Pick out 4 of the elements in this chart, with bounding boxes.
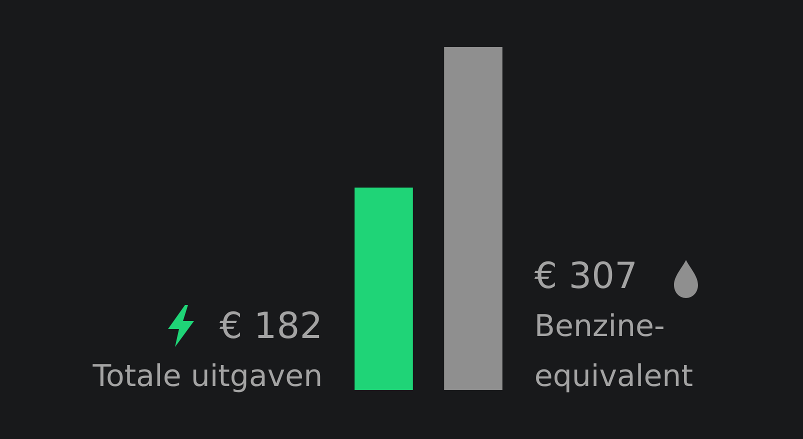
x-tick-label: Totale uitgaven xyxy=(92,358,323,396)
x-tick-label: Benzine-equivalent xyxy=(534,308,694,396)
annotation: € 307 xyxy=(534,255,638,299)
annotation: € 182 xyxy=(218,305,323,349)
